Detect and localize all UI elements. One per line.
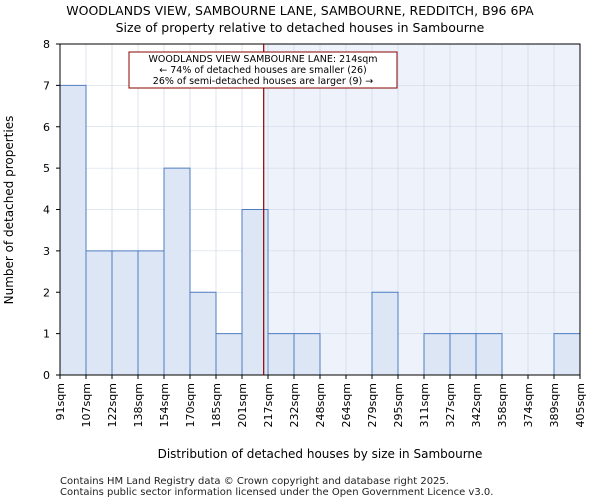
footer-line-1: Contains HM Land Registry data © Crown c… — [60, 476, 449, 487]
x-tick-label: 405sqm — [574, 383, 587, 427]
x-tick-label: 295sqm — [392, 383, 405, 427]
bar-170sqm — [189, 291, 217, 376]
y-tick-label: 0 — [43, 369, 50, 382]
bar-122sqm — [111, 250, 139, 376]
x-tick-label: 311sqm — [418, 383, 431, 427]
chart-title: WOODLANDS VIEW, SAMBOURNE LANE, SAMBOURN… — [66, 3, 534, 18]
bar-107sqm — [85, 250, 113, 376]
annotation-line-3: 26% of semi-detached houses are larger (… — [153, 76, 373, 87]
bar-217sqm — [267, 333, 295, 376]
x-tick-label: 122sqm — [106, 383, 119, 427]
x-tick-label: 170sqm — [184, 383, 197, 427]
x-tick-label: 248sqm — [314, 383, 327, 427]
bar-389sqm — [553, 333, 581, 376]
x-axis-ticks: 91sqm 107sqm 122sqm 138sqm 154sqm 170sqm 185sq… — [54, 375, 587, 427]
annotation-line-2: ← 74% of detached houses are smaller (26… — [159, 65, 366, 76]
bar-342sqm — [475, 333, 503, 376]
x-tick-label: 389sqm — [548, 383, 561, 427]
x-tick-label: 327sqm — [444, 383, 457, 427]
x-axis-label: Distribution of detached houses by size … — [158, 447, 483, 461]
y-tick-label: 7 — [43, 79, 50, 92]
bar-185sqm — [215, 333, 243, 376]
y-tick-label: 6 — [43, 121, 50, 134]
y-axis-label: Number of detached properties — [2, 116, 16, 305]
x-tick-label: 232sqm — [288, 383, 301, 427]
x-tick-label: 185sqm — [210, 383, 223, 427]
annotation-line-1: WOODLANDS VIEW SAMBOURNE LANE: 214sqm — [149, 54, 378, 65]
bar-154sqm — [163, 167, 191, 376]
y-axis-ticks: 0 1 2 3 4 5 6 7 8 — [43, 38, 60, 382]
x-tick-label: 374sqm — [522, 383, 535, 427]
x-tick-label: 264sqm — [340, 383, 353, 427]
footer-line-2: Contains public sector information licen… — [60, 487, 493, 498]
annotation-box: WOODLANDS VIEW SAMBOURNE LANE: 214sqm ← … — [128, 51, 398, 89]
x-tick-label: 358sqm — [496, 383, 509, 427]
x-tick-label: 342sqm — [470, 383, 483, 427]
bar-232sqm — [293, 333, 321, 376]
x-tick-label: 154sqm — [158, 383, 171, 427]
y-tick-label: 1 — [43, 328, 50, 341]
x-tick-label: 279sqm — [366, 383, 379, 427]
bar-91sqm — [59, 84, 87, 376]
x-tick-label: 217sqm — [262, 383, 275, 427]
bar-279sqm — [371, 291, 399, 376]
bars — [59, 84, 581, 376]
y-tick-label: 3 — [43, 245, 50, 258]
bar-138sqm — [137, 250, 165, 376]
bar-311sqm — [423, 333, 451, 376]
y-tick-label: 8 — [43, 38, 50, 51]
bar-327sqm — [449, 333, 477, 376]
x-tick-label: 201sqm — [236, 383, 249, 427]
chart-subtitle: Size of property relative to detached ho… — [116, 20, 485, 35]
y-tick-label: 5 — [43, 162, 50, 175]
plot-area: WOODLANDS VIEW SAMBOURNE LANE: 214sqm ← … — [59, 43, 581, 376]
annotation-rect — [128, 51, 398, 89]
x-tick-label: 91sqm — [54, 383, 67, 420]
x-tick-label: 107sqm — [80, 383, 93, 427]
y-tick-label: 2 — [43, 286, 50, 299]
y-tick-label: 4 — [43, 204, 50, 217]
x-tick-label: 138sqm — [132, 383, 145, 427]
